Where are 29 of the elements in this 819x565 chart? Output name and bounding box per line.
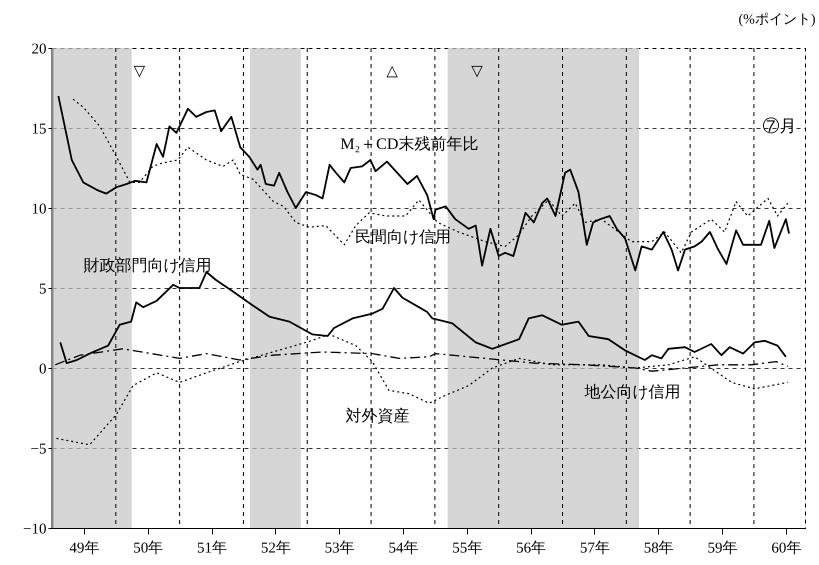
series-label: 対外資産 <box>345 407 410 425</box>
annotation: ▽ <box>134 63 146 80</box>
y-tick-label: 10 <box>32 202 46 218</box>
y-tick-label: −5 <box>30 442 46 458</box>
y-tick-label: 20 <box>32 42 46 58</box>
series-label: 地公向け信用 <box>584 383 681 401</box>
series-label: M₂＋CD末残前年比 <box>340 135 478 153</box>
series-label: 財政部門向け信用 <box>84 256 212 275</box>
x-tick-label: 57年 <box>580 540 610 556</box>
x-tick-label: 54年 <box>388 540 418 556</box>
series-label: 民間向け信用 <box>354 228 451 246</box>
x-tick-label: 51年 <box>197 540 228 556</box>
y-tick-label: 0 <box>39 362 46 378</box>
y-tick-label: 15 <box>32 122 46 138</box>
y-tick-label: 5 <box>39 282 46 298</box>
annotation: ⑦月 <box>762 116 796 136</box>
x-tick-label: 49年 <box>69 540 100 556</box>
x-tick-label: 59年 <box>708 540 738 556</box>
x-tick-label: 52年 <box>260 540 291 556</box>
x-tick-label: 50年 <box>133 540 164 556</box>
annotation: ▽ <box>471 63 484 80</box>
y-axis-title: (%ポイント) <box>738 12 816 28</box>
x-tick-label: 55年 <box>452 540 482 556</box>
annotation: △ <box>386 63 398 80</box>
x-tick-label: 56年 <box>516 540 546 556</box>
y-tick-label: −10 <box>23 522 46 538</box>
x-tick-label: 58年 <box>644 540 674 556</box>
x-tick-label: 60年 <box>771 540 802 556</box>
x-tick-label: 53年 <box>324 540 355 556</box>
